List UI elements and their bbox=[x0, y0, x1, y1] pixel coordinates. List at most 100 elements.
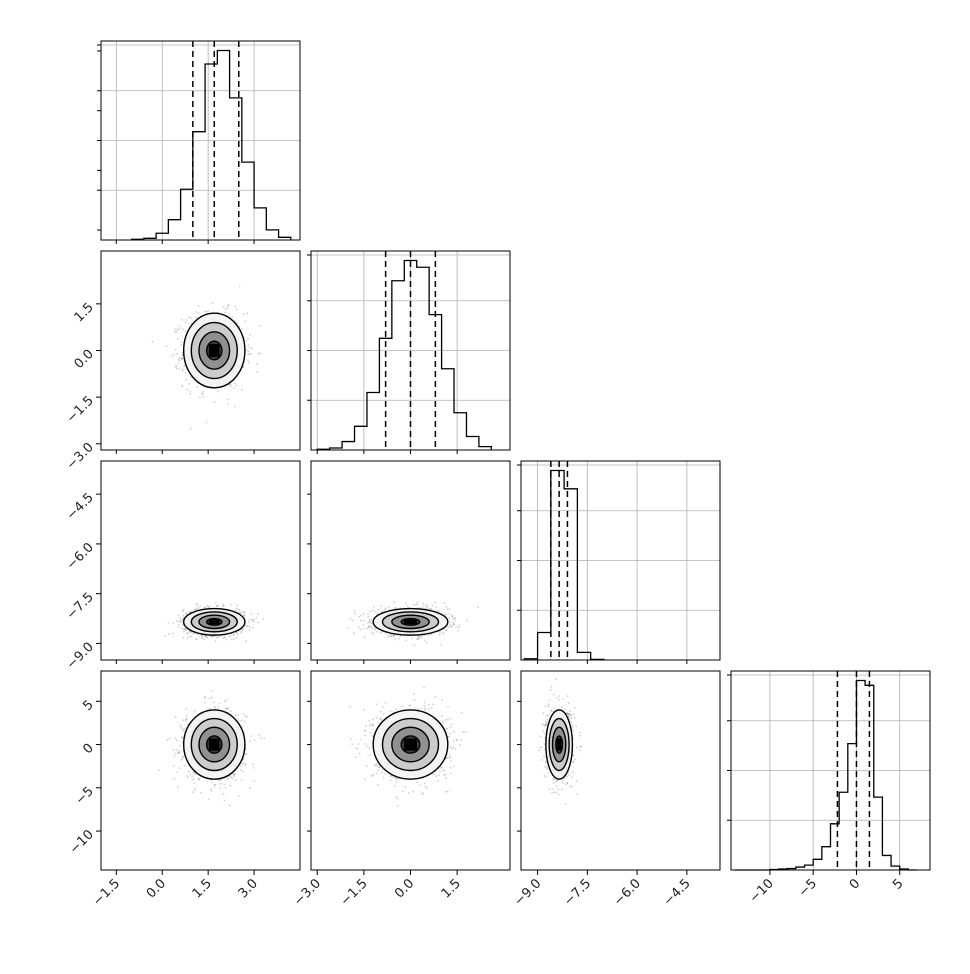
sample-point bbox=[190, 428, 192, 430]
histogram-panel-2 bbox=[517, 461, 720, 660]
sample-point bbox=[172, 633, 174, 635]
sample-point bbox=[200, 792, 202, 794]
sample-point bbox=[219, 703, 221, 705]
sample-point bbox=[434, 602, 436, 604]
sample-point bbox=[183, 631, 185, 633]
density-peak bbox=[209, 738, 220, 750]
sample-point bbox=[260, 737, 262, 739]
sample-point bbox=[191, 775, 193, 777]
sample-point bbox=[424, 708, 426, 710]
sample-point bbox=[445, 613, 447, 615]
sample-point bbox=[251, 613, 253, 615]
sample-point bbox=[178, 363, 180, 365]
sample-point bbox=[367, 613, 369, 615]
sample-point bbox=[209, 708, 211, 710]
sample-point bbox=[186, 775, 188, 777]
sample-point bbox=[182, 355, 184, 357]
sample-point bbox=[224, 312, 226, 314]
sample-point bbox=[176, 368, 178, 370]
sample-point bbox=[228, 304, 230, 306]
sample-point bbox=[190, 317, 192, 319]
scatter-panel-3-0 bbox=[101, 671, 300, 870]
sample-point bbox=[372, 609, 374, 611]
sample-point bbox=[381, 769, 383, 771]
sample-point bbox=[411, 637, 413, 639]
sample-point bbox=[254, 740, 256, 742]
sample-point bbox=[458, 624, 460, 626]
sample-point bbox=[196, 603, 198, 605]
density-peak bbox=[209, 620, 220, 625]
sample-point bbox=[414, 699, 416, 701]
sample-point bbox=[188, 317, 190, 319]
sample-point bbox=[178, 627, 180, 629]
sample-point bbox=[451, 614, 453, 616]
sample-point bbox=[413, 604, 415, 606]
sample-point bbox=[227, 778, 229, 780]
sample-point bbox=[229, 805, 231, 807]
sample-point bbox=[230, 776, 232, 778]
sample-point bbox=[251, 619, 253, 621]
sample-point bbox=[245, 716, 247, 718]
sample-point bbox=[256, 617, 258, 619]
sample-point bbox=[240, 765, 242, 767]
sample-point bbox=[174, 755, 176, 757]
sample-point bbox=[408, 792, 410, 794]
sample-point bbox=[218, 779, 220, 781]
sample-point bbox=[442, 720, 444, 722]
sample-point bbox=[445, 630, 447, 632]
sample-point bbox=[224, 637, 226, 639]
sample-point bbox=[187, 637, 189, 639]
sample-point bbox=[180, 727, 182, 729]
sample-point bbox=[256, 363, 258, 365]
sample-point bbox=[224, 784, 226, 786]
sample-point bbox=[454, 620, 456, 622]
sample-point bbox=[199, 605, 201, 607]
sample-point bbox=[213, 702, 215, 704]
sample-point bbox=[184, 365, 186, 367]
sample-point bbox=[175, 716, 177, 718]
sample-point bbox=[458, 627, 460, 629]
sample-point bbox=[252, 763, 254, 765]
sample-point bbox=[204, 311, 206, 313]
sample-point bbox=[368, 626, 370, 628]
sample-point bbox=[240, 769, 242, 771]
sample-point bbox=[195, 311, 197, 313]
sample-point bbox=[350, 738, 352, 740]
sample-point bbox=[259, 325, 261, 327]
sample-point bbox=[182, 758, 184, 760]
sample-point bbox=[202, 391, 204, 393]
sample-point bbox=[179, 357, 181, 359]
sample-point bbox=[207, 637, 209, 639]
sample-point bbox=[178, 368, 180, 370]
sample-point bbox=[369, 610, 371, 612]
sample-point bbox=[448, 608, 450, 610]
sample-point bbox=[249, 626, 251, 628]
sample-point bbox=[207, 310, 209, 312]
sample-point bbox=[393, 636, 395, 638]
sample-point bbox=[216, 637, 218, 639]
sample-point bbox=[230, 384, 232, 386]
sample-point bbox=[421, 607, 423, 609]
sample-point bbox=[169, 738, 171, 740]
density-peak bbox=[209, 344, 220, 357]
sample-point bbox=[224, 800, 226, 802]
sample-point bbox=[180, 724, 182, 726]
sample-point bbox=[224, 700, 226, 702]
sample-point bbox=[452, 619, 454, 621]
sample-point bbox=[180, 621, 182, 623]
sample-point bbox=[445, 777, 447, 779]
sample-point bbox=[195, 638, 197, 640]
sample-point bbox=[188, 771, 190, 773]
sample-point bbox=[394, 607, 396, 609]
sample-point bbox=[176, 749, 178, 751]
sample-point bbox=[245, 340, 247, 342]
histogram-panel-0 bbox=[97, 41, 300, 240]
sample-point bbox=[196, 386, 198, 388]
sample-point bbox=[180, 327, 182, 329]
sample-point bbox=[419, 637, 421, 639]
sample-point bbox=[192, 779, 194, 781]
sample-point bbox=[363, 709, 365, 711]
sample-point bbox=[207, 605, 209, 607]
sample-point bbox=[452, 615, 454, 617]
sample-point bbox=[423, 687, 425, 689]
